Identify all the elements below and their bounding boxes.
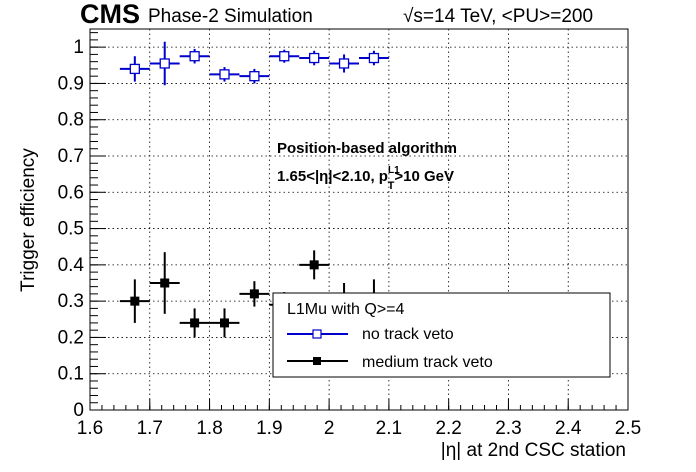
- data-point-filled: [249, 289, 259, 299]
- y-tick-label: 0.3: [58, 291, 84, 312]
- x-tick-label: 2: [324, 418, 335, 439]
- y-tick-label: 0.6: [58, 182, 84, 203]
- data-point-open: [189, 51, 200, 62]
- data-point-open: [249, 71, 260, 82]
- energy-label: √s=14 TeV, <PU>=200: [403, 6, 593, 27]
- x-tick-label: 1.8: [196, 418, 222, 439]
- y-tick-label: 0.5: [58, 219, 84, 240]
- x-tick-label: 1.9: [256, 418, 282, 439]
- x-tick-label: 1.7: [137, 418, 163, 439]
- annotation-cuts: 1.65<|η|<2.10, pL1 T>10 GeV: [277, 165, 454, 192]
- data-point-open: [338, 58, 350, 69]
- data-point-open: [159, 58, 170, 69]
- x-tick-label: 2.3: [495, 418, 521, 439]
- y-tick-label: 0: [73, 400, 84, 421]
- legend-title: L1Mu with Q>=4: [287, 301, 405, 318]
- x-tick-label: 1.6: [77, 418, 103, 439]
- data-point-open: [279, 51, 290, 62]
- data-point-open: [309, 52, 320, 64]
- x-tick-label: 2.5: [615, 418, 641, 439]
- annotation-algorithm: Position-based algorithm: [277, 140, 457, 157]
- legend-marker-no-veto: [312, 329, 322, 339]
- plot-frame: [89, 28, 629, 411]
- x-tick-label: 2.4: [555, 418, 582, 439]
- data-point-filled: [309, 260, 319, 270]
- x-tick-label: 2.2: [435, 418, 461, 439]
- data-point-open: [219, 69, 230, 80]
- annotation-cuts-a: 1.65<|η|<2.10, p: [277, 168, 388, 185]
- grid-lines: [90, 29, 628, 410]
- x-axis-label: |η| at 2nd CSC station: [441, 440, 626, 461]
- legend-marker-medium-veto: [313, 357, 321, 365]
- data-point-filled: [220, 318, 229, 328]
- y-tick-label: 0.4: [58, 255, 85, 276]
- x-tick-label: 2.1: [376, 418, 402, 439]
- legend: L1Mu with Q>=4 no track veto medium trac…: [272, 292, 611, 378]
- chart-subtitle: Phase-2 Simulation: [148, 6, 313, 27]
- annotation-cuts-sup: L1: [388, 165, 400, 176]
- data-point-filled: [130, 296, 140, 306]
- annotation-cuts-sub: T: [388, 180, 395, 192]
- legend-label-medium-veto: medium track veto: [362, 354, 493, 371]
- y-tick-label: 0.9: [58, 73, 84, 94]
- axis-ticks: 1.6 1.7 1.8 1.9 2 2.1 2.2 2.3 2.4 2.5 0 0.1 0.2 0.3 0.…: [58, 32, 641, 439]
- annotation-cuts-b: >10 GeV: [394, 168, 454, 185]
- y-tick-label: 0.1: [58, 364, 84, 385]
- data-point-open: [368, 52, 380, 64]
- data-point-filled: [190, 318, 200, 328]
- legend-label-no-veto: no track veto: [362, 326, 454, 343]
- y-axis-label: Trigger efficiency: [18, 148, 39, 292]
- y-tick-label: 0.8: [58, 110, 84, 131]
- y-tick-label: 0.7: [58, 146, 84, 167]
- data-point-open: [129, 63, 140, 75]
- y-tick-label: 0.2: [58, 327, 84, 348]
- y-tick-label: 1: [73, 37, 84, 58]
- cms-logo: CMS: [80, 0, 140, 29]
- data-point-filled: [160, 278, 170, 288]
- series-no-track-veto: [119, 41, 389, 86]
